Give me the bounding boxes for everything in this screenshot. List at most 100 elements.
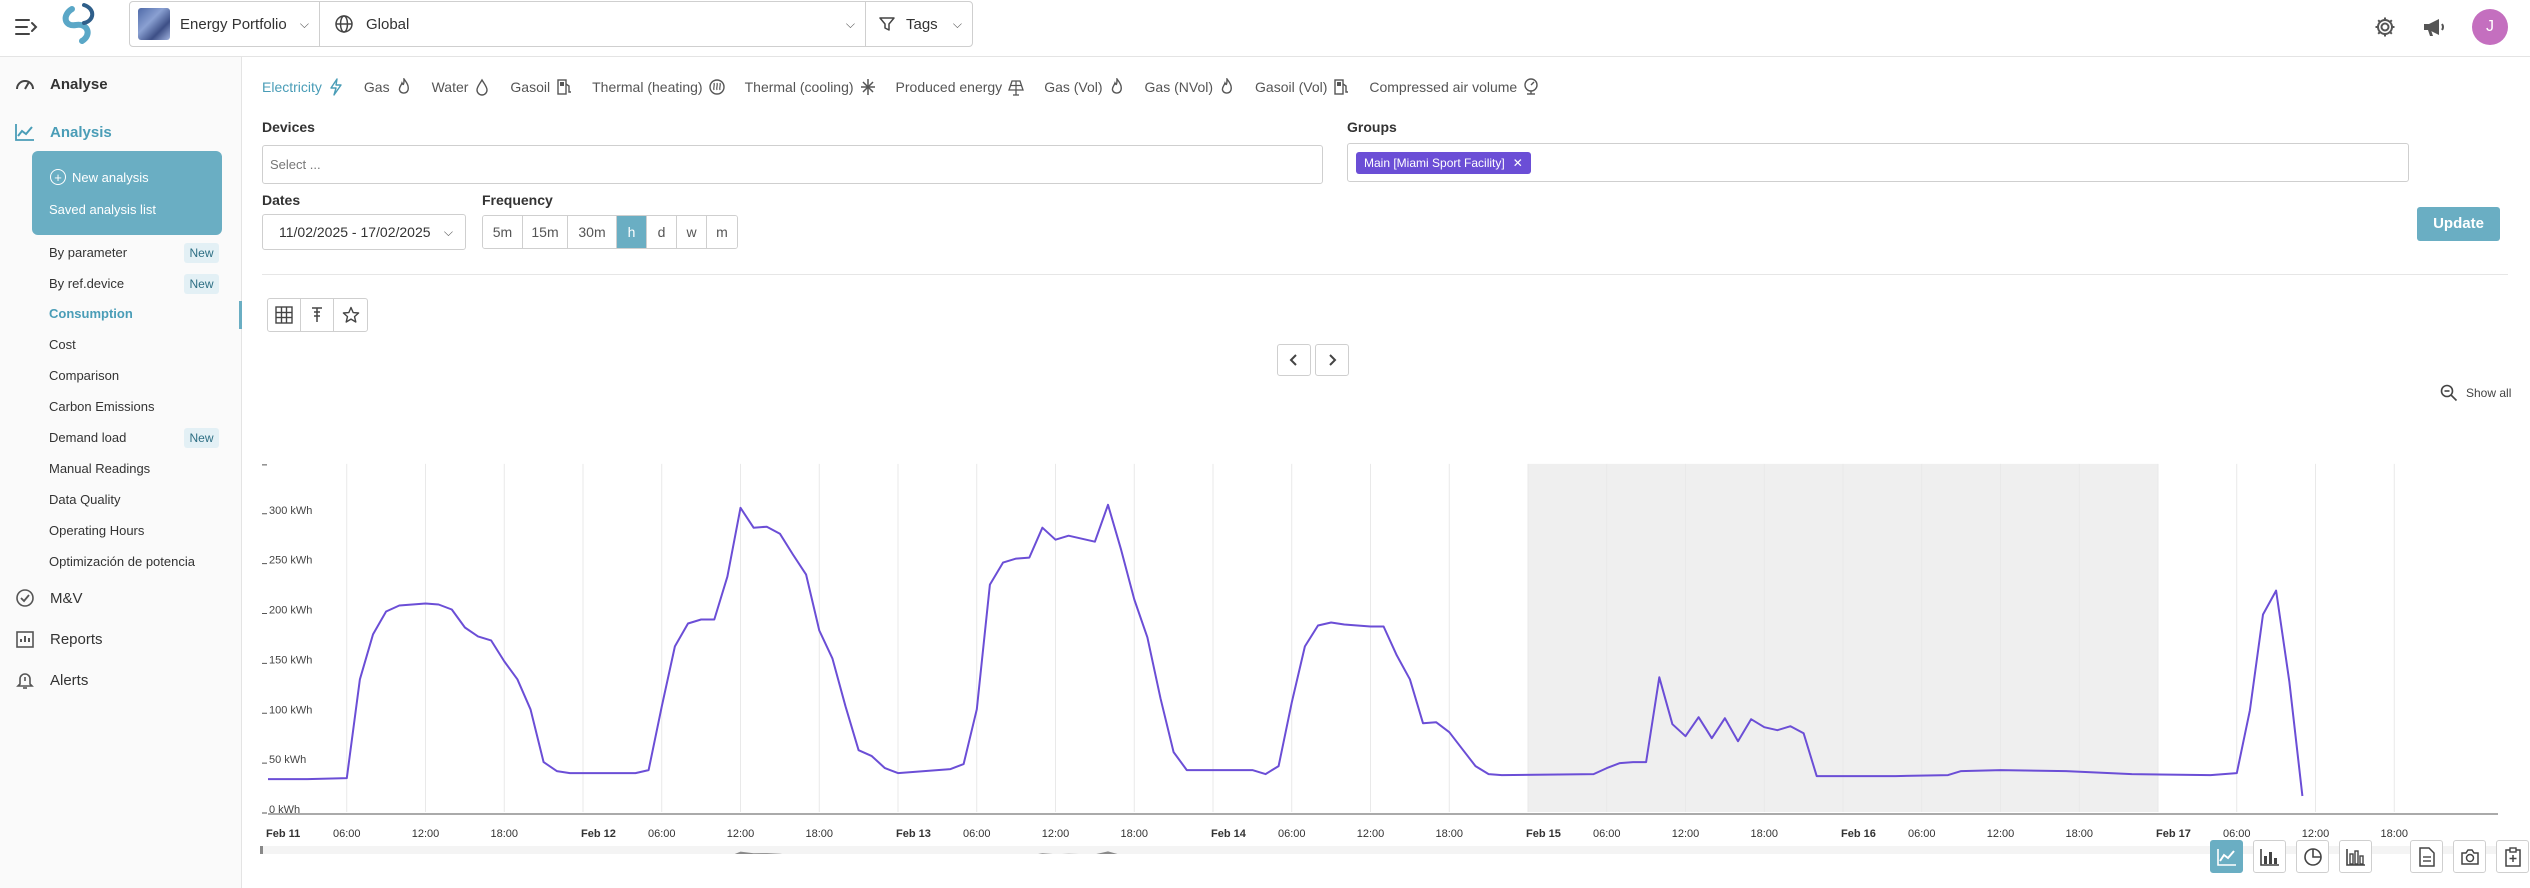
scope-select[interactable]: Global ⌵ — [320, 2, 866, 46]
date-range-picker[interactable]: 11/02/2025 - 17/02/2025 ⌵ — [262, 214, 466, 250]
energy-tab[interactable]: Gas (NVol) — [1145, 76, 1235, 98]
globe-icon — [335, 15, 353, 33]
pie-chart-button[interactable] — [2296, 840, 2329, 873]
chip-remove-icon[interactable]: ✕ — [1512, 156, 1523, 170]
main-content: Electricity Gas Water Gasoil Thermal (heatin… — [243, 57, 2530, 888]
clipboard-button[interactable] — [2496, 840, 2529, 873]
frequency-option[interactable]: m — [707, 216, 737, 248]
stacked-bar-chart-button[interactable] — [2339, 840, 2372, 873]
user-avatar[interactable]: J — [2472, 9, 2508, 45]
app-logo[interactable] — [58, 1, 102, 47]
drop-icon — [476, 78, 489, 96]
devices-select[interactable]: Select ... — [262, 145, 1323, 184]
chevron-right-icon — [1329, 354, 1337, 366]
sidebar-subitem[interactable]: By parameter — [49, 245, 128, 260]
frequency-option[interactable]: 15m — [523, 216, 568, 248]
chevron-down-icon: ⌵ — [299, 16, 309, 31]
frequency-label: Frequency — [482, 192, 553, 208]
devices-label: Devices — [262, 119, 315, 135]
energy-tab-label: Gasoil (Vol) — [1255, 79, 1328, 95]
sidebar-subitem[interactable]: Operating Hours — [49, 523, 145, 538]
sidebar-subitem[interactable]: Manual Readings — [49, 461, 151, 476]
consumption-chart[interactable]: 0 kWh 50 kWh 100 kWh 150 kWh 200 kWh 250 kWh 3… — [243, 414, 2530, 854]
thermometer-icon[interactable] — [301, 299, 334, 331]
sidebar-subitem[interactable]: Carbon Emissions — [49, 399, 155, 414]
view-toggle-group — [267, 298, 368, 332]
frequency-option[interactable]: 5m — [483, 216, 523, 248]
x-tick-label: 12:00 — [1987, 828, 2015, 840]
x-tick-label: 18:00 — [1435, 828, 1463, 840]
export-document-button[interactable] — [2410, 840, 2443, 873]
energy-tab-label: Produced energy — [895, 79, 1003, 95]
energy-tab[interactable]: Gas (Vol) — [1044, 76, 1124, 98]
flame-icon — [1111, 78, 1122, 94]
sidebar-subitem[interactable]: Data Quality — [49, 492, 121, 507]
energy-tab[interactable]: Gasoil (Vol) — [1255, 76, 1349, 98]
settings-gear-icon[interactable] — [2374, 16, 2396, 38]
energy-tab[interactable]: Water — [432, 76, 491, 98]
sidebar-item-analysis[interactable]: Analysis — [14, 117, 112, 147]
y-tick-label: 0 kWh — [269, 804, 300, 816]
new-analysis-button[interactable]: + New analysis — [50, 169, 149, 185]
bar-chart-button[interactable] — [2253, 840, 2286, 873]
y-tick-label: 300 kWh — [269, 505, 312, 517]
new-badge: New — [184, 274, 219, 294]
date-range-value: 11/02/2025 - 17/02/2025 — [279, 224, 431, 240]
x-tick-label: 18:00 — [1120, 828, 1148, 840]
sidebar-subitem[interactable]: Optimización de potencia — [49, 554, 195, 569]
sidebar-subitem[interactable]: Cost — [49, 337, 76, 352]
x-tick-label: 06:00 — [1593, 828, 1621, 840]
sidebar-item-alerts[interactable]: Alerts — [14, 665, 88, 695]
sidebar-item-reports[interactable]: Reports — [14, 624, 103, 654]
update-button[interactable]: Update — [2417, 207, 2500, 241]
portfolio-select[interactable]: Energy Portfolio ⌵ — [130, 2, 320, 46]
x-tick-label: 12:00 — [1042, 828, 1070, 840]
saved-analysis-list-link[interactable]: Saved analysis list — [49, 202, 156, 217]
energy-tab[interactable]: Thermal (cooling) — [745, 76, 876, 98]
x-tick-label: 18:00 — [1750, 828, 1778, 840]
table-view-icon[interactable] — [268, 299, 301, 331]
energy-tab[interactable]: Compressed air volume — [1369, 76, 1539, 98]
sidebar-item-mv[interactable]: M&V — [14, 583, 83, 613]
energy-tab[interactable]: Gasoil — [510, 76, 572, 98]
screenshot-camera-button[interactable] — [2453, 840, 2486, 873]
sidebar-subitem[interactable]: Demand load — [49, 430, 127, 445]
y-tick-label: 50 kWh — [269, 754, 306, 766]
tags-filter[interactable]: Tags ⌵ — [866, 2, 972, 46]
show-all-button[interactable]: Show all — [2440, 384, 2511, 402]
sidebar-section-analyse[interactable]: Analyse — [14, 69, 108, 99]
filter-icon — [879, 17, 895, 31]
energy-tab[interactable]: Electricity — [262, 76, 344, 98]
x-tick-label: 06:00 — [648, 828, 676, 840]
energy-type-tabs: Electricity Gas Water Gasoil Thermal (heatin… — [262, 76, 1539, 98]
next-period-button[interactable] — [1315, 344, 1349, 376]
line-chart-button[interactable] — [2210, 840, 2243, 873]
energy-tab[interactable]: Gas — [364, 76, 412, 98]
bell-icon — [14, 669, 36, 691]
sidebar-analysis-label: Analysis — [50, 123, 112, 141]
sidebar-subitem[interactable]: By ref.device — [49, 276, 125, 291]
frequency-option[interactable]: w — [677, 216, 707, 248]
energy-tab[interactable]: Produced energy — [896, 76, 1025, 98]
frequency-option[interactable]: 30m — [568, 216, 617, 248]
chevron-down-icon: ⌵ — [952, 16, 962, 31]
frequency-option[interactable]: d — [647, 216, 677, 248]
sidebar-subitem[interactable]: Consumption — [49, 306, 133, 321]
energy-tab[interactable]: Thermal (heating) — [592, 76, 725, 98]
groups-select[interactable]: Main [Miami Sport Facility] ✕ — [1347, 143, 2409, 182]
group-chip-label: Main [Miami Sport Facility] — [1364, 156, 1505, 170]
active-item-indicator — [239, 301, 242, 329]
line-chart-icon — [14, 121, 36, 143]
x-tick-label: 18:00 — [2380, 828, 2408, 840]
x-tick-label: 06:00 — [2223, 828, 2251, 840]
megaphone-icon[interactable] — [2422, 16, 2446, 38]
menu-toggle-icon[interactable] — [14, 14, 40, 40]
sidebar-subitem[interactable]: Comparison — [49, 368, 120, 383]
top-bar: Energy Portfolio ⌵ Global ⌵ Tags ⌵ J — [0, 0, 2530, 57]
y-tick-label: 150 kWh — [269, 654, 312, 666]
fuel-pump-icon — [1334, 79, 1349, 95]
frequency-option[interactable]: h — [617, 216, 647, 248]
previous-period-button[interactable] — [1277, 344, 1311, 376]
star-icon[interactable] — [334, 299, 367, 331]
navigator-area — [734, 851, 1118, 854]
